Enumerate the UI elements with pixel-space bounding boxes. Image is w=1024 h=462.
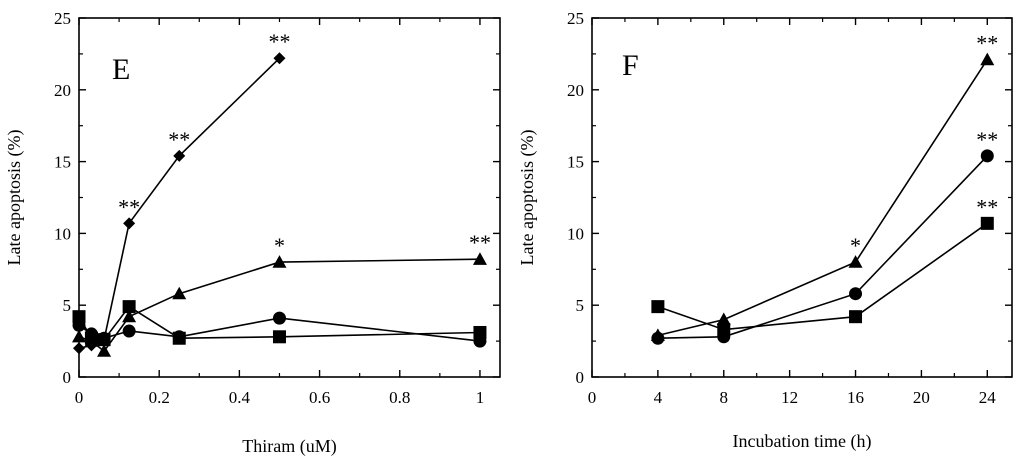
series-line-triangle (657, 59, 988, 337)
y-tick-label: 15 (54, 153, 71, 172)
significance-annotation: ** (976, 31, 998, 56)
series-line-circle (657, 155, 988, 339)
data-point-square (473, 325, 487, 339)
data-point-triangle (72, 329, 86, 343)
data-point-square (717, 323, 731, 337)
panel-f: 0 5 10 15 20 25 0 4 8 12 16 20 24 Incubation time (h)… (517, 9, 1013, 452)
data-point-square (272, 330, 286, 344)
x-tick-label: 8 (720, 388, 729, 407)
x-tick-label: 24 (979, 388, 997, 407)
data-point-triangle (716, 312, 731, 326)
y-tick-label: 25 (567, 9, 584, 28)
data-point-triangle (122, 309, 137, 323)
x-tick-label: 0.2 (149, 388, 170, 407)
data-point-circle (651, 331, 665, 345)
x-tick-label: 1 (476, 388, 485, 407)
significance-annotation: ** (268, 29, 290, 54)
data-point-triangle (97, 344, 112, 357)
y-tick-label: 10 (567, 224, 584, 243)
x-axis-label: Incubation time (h) (733, 431, 872, 452)
data-point-square (849, 310, 863, 324)
data-point-triangle (980, 52, 995, 66)
x-tick-label: 20 (913, 388, 930, 407)
x-tick-label: 12 (781, 388, 798, 407)
y-tick-label: 5 (576, 296, 585, 315)
data-point-square (72, 310, 86, 324)
data-point-square (84, 331, 98, 345)
y-tick-label: 0 (576, 368, 585, 387)
significance-annotation: ** (168, 127, 190, 152)
data-point-square (97, 333, 111, 347)
y-tick-label: 0 (63, 368, 72, 387)
data-point-circle (849, 287, 863, 301)
y-tick-label: 5 (63, 296, 72, 315)
data-point-square (980, 216, 994, 230)
x-tick-label: 0 (588, 388, 597, 407)
y-tick-label: 20 (567, 81, 584, 100)
data-point-circle (272, 311, 286, 325)
y-axis-label: Late apoptosis (%) (4, 130, 25, 266)
plot-frame (591, 17, 1013, 378)
panel-e: 0 5 10 15 20 25 0 0.2 0.4 0.6 0.8 1 Thiram (uM) Late … (4, 9, 501, 457)
data-point-circle (122, 324, 136, 338)
significance-annotation: ** (976, 194, 998, 219)
data-point-square (651, 300, 665, 314)
significance-annotation: * (274, 233, 285, 258)
panel-label: E (112, 53, 130, 86)
data-point-diamond (123, 217, 136, 230)
data-point-diamond (73, 342, 85, 355)
y-tick-label: 25 (54, 9, 71, 28)
x-tick-label: 0 (75, 388, 84, 407)
series-line-diamond (78, 57, 281, 350)
series-line-square (657, 222, 988, 331)
significance-annotation: * (850, 233, 861, 258)
data-point-triangle (472, 252, 487, 265)
data-point-square (172, 331, 186, 345)
x-tick-label: 4 (654, 388, 663, 407)
x-tick-label: 0.8 (389, 388, 410, 407)
plot-frame (78, 17, 501, 378)
significance-annotation: ** (976, 127, 998, 152)
significance-annotation: ** (118, 194, 140, 219)
x-tick-label: 16 (847, 388, 864, 407)
panel-label: F (622, 49, 639, 82)
data-point-diamond (273, 52, 286, 65)
y-tick-label: 10 (54, 224, 71, 243)
data-point-triangle (848, 255, 863, 268)
data-point-triangle (272, 255, 287, 268)
data-point-circle (980, 149, 994, 163)
y-tick-label: 20 (54, 81, 71, 100)
data-point-triangle (172, 286, 187, 300)
y-tick-label: 15 (567, 153, 584, 172)
data-point-diamond (173, 149, 186, 162)
x-tick-label: 0.6 (309, 388, 330, 407)
x-tick-label: 0.4 (229, 388, 251, 407)
significance-annotation: ** (469, 230, 491, 255)
x-axis-label: Thiram (uM) (242, 436, 336, 457)
data-point-square (122, 300, 136, 314)
y-axis-label: Late apoptosis (%) (517, 130, 538, 266)
